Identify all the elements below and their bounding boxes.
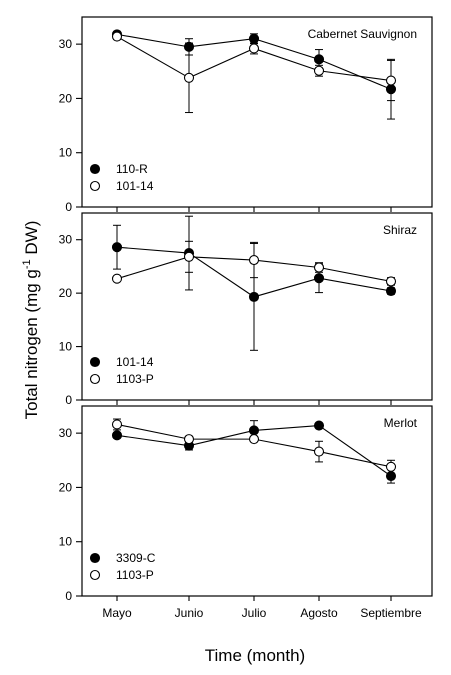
data-point: [111, 430, 123, 441]
data-point: [313, 54, 325, 65]
data-point: [313, 420, 325, 431]
legend-label: 110-R: [116, 162, 148, 176]
series: [111, 215, 397, 351]
y-tick-label: 20: [59, 480, 73, 494]
panel-frame: [81, 16, 433, 208]
panel: 0 10 20 30 Merlot 3309-C 1103-P: [59, 405, 433, 603]
y-tick-label: 20: [59, 91, 73, 105]
panel-title: Merlot: [384, 416, 418, 430]
y-axis-label: Total nitrogen (mg g-1 DW): [21, 221, 41, 420]
legend-marker: [89, 163, 101, 175]
data-point: [385, 75, 397, 86]
y-tick-label: 0: [65, 393, 72, 407]
series: [111, 420, 397, 484]
legend-marker: [89, 373, 101, 385]
x-tick-label: Agosto: [300, 606, 338, 620]
data-point: [248, 425, 260, 436]
series: [111, 240, 397, 287]
y-axis-label-sup: -1: [21, 259, 33, 269]
y-tick-label: 30: [59, 426, 73, 440]
panels: 0 10 20 30 Cabernet Sauvignon 110-R 101-14 0 10 2…: [59, 16, 433, 620]
legend-marker: [89, 180, 101, 192]
legend-label: 1103-P: [116, 372, 154, 386]
data-point: [385, 461, 397, 472]
legend-marker: [89, 356, 101, 368]
legend-label: 101-14: [116, 355, 154, 369]
y-tick-label: 30: [59, 37, 73, 51]
data-point: [313, 273, 325, 284]
y-tick-label: 30: [59, 233, 73, 247]
x-tick-label: Junio: [175, 606, 204, 620]
panel: 0 10 20 30 Cabernet Sauvignon 110-R 101-14: [59, 16, 433, 214]
data-point: [111, 31, 123, 42]
y-tick-label: 10: [59, 535, 73, 549]
legend-label: 1103-P: [116, 568, 154, 582]
panel-title: Shiraz: [383, 223, 417, 237]
data-point: [183, 434, 195, 445]
x-axis-label: Time (month): [205, 646, 305, 665]
data-point: [111, 273, 123, 284]
y-tick-label: 10: [59, 340, 73, 354]
series: [111, 418, 397, 474]
y-tick-label: 0: [65, 589, 72, 603]
data-point: [248, 434, 260, 445]
data-point: [385, 285, 397, 297]
data-point: [248, 254, 260, 266]
y-tick-label: 10: [59, 146, 73, 160]
y-axis-label-suffix: DW): [22, 221, 41, 260]
y-tick-label: 20: [59, 286, 73, 300]
legend-label: 3309-C: [116, 551, 156, 565]
data-point: [248, 43, 260, 54]
x-tick-label: Julio: [242, 606, 267, 620]
panel-title: Cabernet Sauvignon: [308, 27, 417, 41]
data-point: [313, 446, 325, 457]
data-point: [385, 276, 397, 287]
data-point: [111, 419, 123, 430]
data-point: [313, 65, 325, 76]
legend-marker: [89, 552, 101, 564]
legend-label: 101-14: [116, 179, 154, 193]
data-point: [248, 291, 260, 302]
data-point: [313, 262, 325, 273]
data-point: [248, 33, 260, 44]
panel-frame: [81, 405, 433, 597]
panel-frame: [81, 212, 433, 401]
series: [111, 31, 397, 114]
y-tick-label: 0: [65, 200, 72, 214]
x-tick-label: Mayo: [102, 606, 132, 620]
legend-marker: [89, 569, 101, 581]
x-tick-label: Septiembre: [360, 606, 422, 620]
panel: 0 10 20 30 Shiraz 101-14 1103-P: [59, 212, 433, 407]
y-axis-label-prefix: Total nitrogen (mg g: [22, 269, 41, 419]
data-point: [111, 242, 123, 253]
data-point: [183, 72, 195, 83]
data-point: [183, 251, 195, 262]
